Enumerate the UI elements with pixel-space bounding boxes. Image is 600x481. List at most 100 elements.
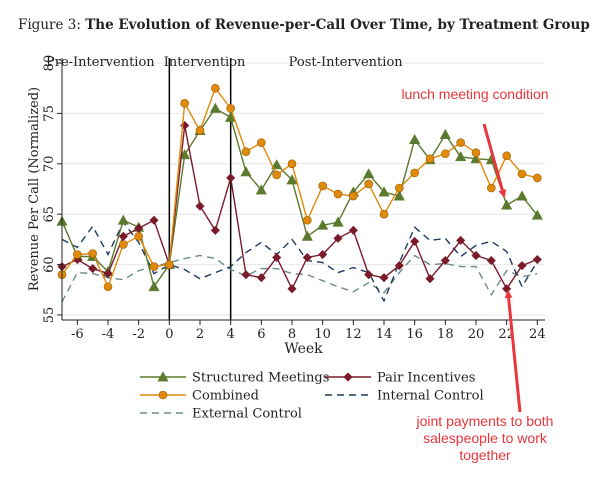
data-point xyxy=(502,151,511,161)
data-point xyxy=(394,260,404,271)
data-point xyxy=(117,214,129,225)
data-point xyxy=(257,138,266,147)
annotation-joint-payments-text: joint payments to both salespeople to wo… xyxy=(416,413,554,463)
data-point xyxy=(103,282,113,292)
legend-item: Structured Meetings xyxy=(140,371,329,386)
x-tick-label: 18 xyxy=(437,327,454,342)
data-point xyxy=(395,183,404,193)
series-line xyxy=(61,86,538,289)
data-point xyxy=(533,173,542,183)
data-point xyxy=(165,260,174,269)
x-tick-label: -4 xyxy=(102,327,115,342)
data-point xyxy=(241,147,251,157)
x-tick-label: -2 xyxy=(132,327,145,342)
data-point xyxy=(378,186,390,197)
data-point xyxy=(471,148,481,158)
y-tick-label: 70 xyxy=(42,156,57,173)
data-point xyxy=(118,231,128,242)
data-point xyxy=(211,83,220,93)
figure-title: The Evolution of Revenue-per-Call Over T… xyxy=(85,17,590,33)
data-point xyxy=(364,179,373,189)
data-point xyxy=(195,126,205,135)
legend-label: Structured Meetings xyxy=(192,371,329,386)
data-point xyxy=(348,225,358,235)
annotation-arrows xyxy=(482,123,522,413)
series-line xyxy=(61,254,538,303)
x-axis-label: Week xyxy=(284,341,323,357)
data-point xyxy=(149,215,159,225)
data-point xyxy=(303,215,312,225)
data-point xyxy=(517,169,527,179)
data-point xyxy=(333,233,343,244)
data-point xyxy=(532,254,542,265)
data-point xyxy=(272,252,282,263)
data-point xyxy=(302,252,312,263)
data-point xyxy=(425,274,435,284)
legend-label: External Control xyxy=(192,407,302,422)
phase-label: Intervention xyxy=(164,55,246,70)
annotation-lunch-meeting-text: lunch meeting condition xyxy=(401,86,549,102)
data-point xyxy=(88,263,98,274)
series-line xyxy=(61,107,538,289)
data-point xyxy=(379,273,389,283)
data-point xyxy=(88,249,97,258)
figure-number: Figure 3: xyxy=(18,17,81,33)
x-tick-label: 10 xyxy=(314,327,331,342)
data-point xyxy=(255,184,267,195)
data-point xyxy=(455,151,467,162)
legend-label: Combined xyxy=(192,389,259,404)
data-point xyxy=(287,159,297,169)
series-line xyxy=(61,220,538,303)
data-point xyxy=(439,128,451,139)
series-external-control xyxy=(61,254,538,303)
data-point xyxy=(440,255,450,266)
legend-swatch-marker xyxy=(343,372,353,382)
x-tick-label: 2 xyxy=(196,327,204,342)
phase-label: Post-Intervention xyxy=(289,55,404,70)
x-tick-label: 14 xyxy=(376,327,393,342)
x-tick-label: 4 xyxy=(227,327,235,342)
figure-caption: Figure 3: The Evolution of Revenue-per-C… xyxy=(18,17,590,33)
data-point xyxy=(410,168,419,178)
data-point xyxy=(516,190,528,201)
data-point xyxy=(501,199,513,210)
data-point xyxy=(240,166,252,177)
x-tick-label: 0 xyxy=(165,327,173,342)
data-point xyxy=(393,190,405,201)
data-point xyxy=(103,268,113,279)
data-point xyxy=(256,273,266,283)
y-tick-label: 65 xyxy=(42,206,57,223)
series-pair-incentives xyxy=(57,120,542,294)
data-point xyxy=(456,235,466,246)
data-point xyxy=(148,281,160,292)
arrow-joint-payments xyxy=(504,290,522,413)
data-point xyxy=(149,262,159,271)
y-axis-label: Revenue Per Call (Normalized) xyxy=(27,87,42,291)
legend-swatch-marker xyxy=(158,390,168,400)
y-tick-label: 80 xyxy=(42,55,57,72)
x-tick-label: 16 xyxy=(406,327,423,342)
data-point xyxy=(410,236,420,247)
data-point xyxy=(271,159,283,170)
legend-swatch-marker xyxy=(157,371,169,382)
data-point xyxy=(119,240,128,249)
data-point xyxy=(226,104,235,113)
y-tick-label: 55 xyxy=(42,307,57,324)
data-point xyxy=(317,219,329,230)
x-tick-label: 20 xyxy=(468,327,485,342)
legend-item: Internal Control xyxy=(325,389,484,404)
data-point xyxy=(379,209,389,219)
data-point xyxy=(332,216,344,227)
data-point xyxy=(241,270,251,280)
data-point xyxy=(441,149,450,159)
legend-label: Pair Incentives xyxy=(377,371,475,386)
phase-markers: Pre-Intervention Intervention Post-Interve… xyxy=(46,55,403,320)
data-point xyxy=(409,133,421,145)
x-tick-label: -6 xyxy=(71,327,84,342)
legend: Structured Meetings Pair Incentives Combin… xyxy=(140,371,484,422)
data-point xyxy=(333,189,343,199)
phase-label: Pre-Intervention xyxy=(46,55,155,70)
data-point xyxy=(209,102,221,113)
legend-item: External Control xyxy=(140,407,302,422)
